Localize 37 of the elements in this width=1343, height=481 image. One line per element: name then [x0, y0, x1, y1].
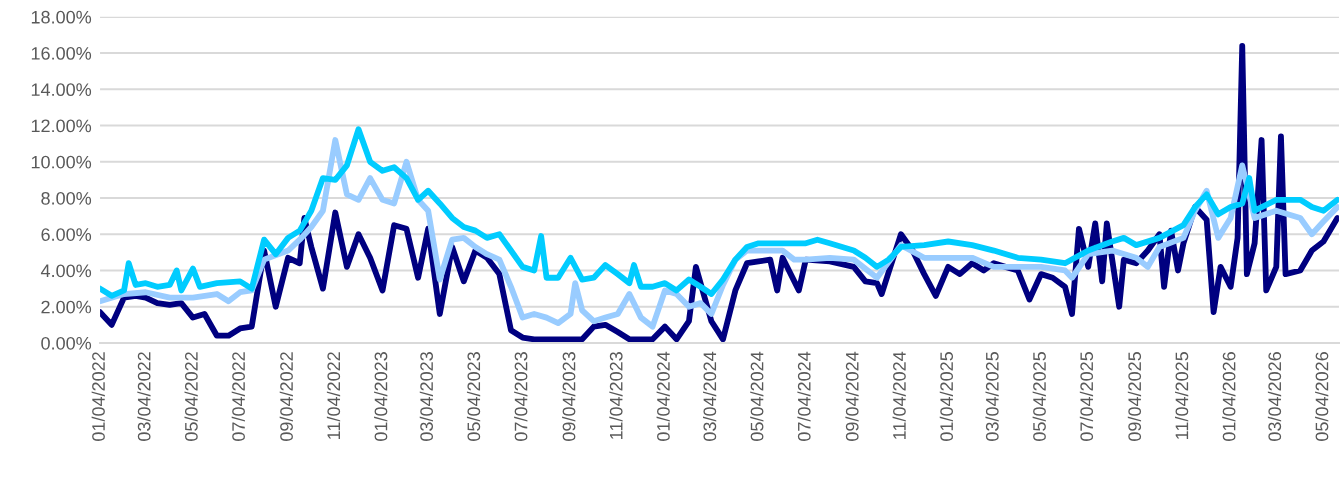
- x-tick-label: 09/04/2024: [845, 351, 859, 441]
- x-tick-label: 01/04/2025: [939, 352, 954, 441]
- y-tick-label: 6.00%: [41, 228, 92, 241]
- y-tick-label: 18.00%: [31, 10, 92, 24]
- x-tick-label: 09/04/2023: [562, 352, 576, 441]
- x-tick-label: 01/04/2022: [91, 352, 105, 441]
- x-tick-label: 05/04/2026: [1315, 352, 1329, 441]
- x-tick-label: 11/04/2023: [609, 352, 623, 439]
- y-tick-label: 12.00%: [31, 119, 92, 133]
- x-tick-label: 09/04/2022: [279, 352, 293, 441]
- x-tick-label: 07/04/2023: [514, 352, 528, 441]
- x-tick-label: 03/04/2025: [985, 352, 999, 441]
- x-tick-label: 11/04/2022: [326, 352, 341, 439]
- y-tick-label: 10.00%: [31, 155, 92, 169]
- x-tick-label: 03/04/2022: [137, 352, 151, 441]
- x-tick-label: 05/04/2025: [1032, 352, 1046, 441]
- x-tick-label: 05/04/2023: [466, 352, 481, 441]
- y-tick-label: 16.00%: [31, 47, 92, 60]
- x-tick-label: 01/04/2026: [1222, 352, 1236, 441]
- x-tick-label: 05/04/2022: [184, 352, 198, 441]
- x-tick-label: 11/04/2024: [892, 351, 906, 439]
- x-tick-label: 07/04/2024: [797, 351, 811, 441]
- x-tick-label: 11/04/2025: [1175, 352, 1189, 439]
- x-tick-label: 09/04/2025: [1127, 352, 1142, 441]
- x-tick-label: 01/04/2024: [656, 351, 670, 441]
- y-tick-label: 8.00%: [41, 191, 92, 205]
- x-tick-label: 05/04/2024: [750, 351, 764, 441]
- x-tick-label: 07/04/2022: [231, 352, 245, 441]
- y-tick-label: 4.00%: [40, 264, 92, 278]
- y-tick-label: 0.00%: [41, 336, 92, 350]
- x-tick-label: 07/04/2025: [1079, 352, 1094, 441]
- x-tick-label: 03/04/2023: [419, 352, 434, 441]
- y-tick-label: 2.00%: [41, 300, 92, 314]
- x-tick-label: 03/04/2024: [702, 351, 717, 441]
- x-tick-label: 01/04/2023: [374, 352, 388, 441]
- y-tick-label: 14.00%: [31, 83, 92, 97]
- x-tick-label: 03/04/2026: [1267, 352, 1282, 441]
